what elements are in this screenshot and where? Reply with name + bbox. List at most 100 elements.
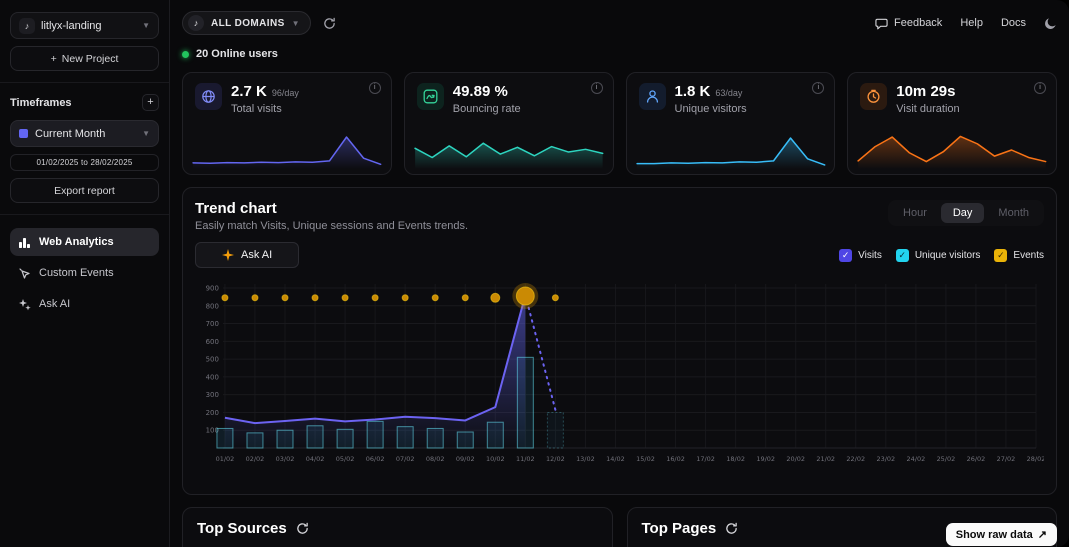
total-visits-sparkline [192,136,382,169]
bouncing-rate-sparkline [414,142,604,169]
chart-legend: ✓ Visits ✓ Unique visitors ✓ Events [839,248,1044,262]
add-timeframe-button[interactable]: + [142,94,159,111]
bounce-icon [416,83,444,110]
timeframe-select[interactable]: Current Month ▼ [10,120,159,147]
stat-label: Bouncing rate [452,103,521,115]
stat-value: 49.89 % [452,83,508,100]
domains-label: ALL DOMAINS [211,17,285,29]
top-sources-title: Top Sources [197,520,287,537]
domains-selector[interactable]: ♪ ALL DOMAINS ▼ [182,11,311,35]
ask-ai-label: Ask AI [241,249,273,261]
topbar: ♪ ALL DOMAINS ▼ Feedback [182,10,1057,36]
info-icon[interactable]: i [590,82,603,94]
help-link[interactable]: Help [960,17,983,29]
svg-text:05/02: 05/02 [336,455,355,463]
chevron-down-icon: ▼ [291,18,300,28]
new-project-button[interactable]: + New Project [10,46,159,71]
refresh-button[interactable] [323,17,336,30]
stat-value: 1.8 K [674,83,711,100]
sidebar-item-label: Web Analytics [39,236,114,248]
checkbox-unique-visitors[interactable]: ✓ [895,248,909,262]
legend-events[interactable]: ✓ Events [994,248,1044,262]
svg-text:04/02: 04/02 [306,455,325,463]
info-icon[interactable]: i [368,82,381,94]
project-name: litlyx-landing [41,19,102,32]
domains-logo-icon: ♪ [188,15,204,31]
divider [0,214,169,215]
refresh-icon [726,522,738,534]
unique-visitors-sparkline [635,137,825,169]
refresh-pages-button[interactable] [725,522,738,535]
tab-month[interactable]: Month [998,207,1029,219]
svg-text:08/02: 08/02 [426,455,445,463]
svg-text:700: 700 [206,320,219,328]
tab-hour[interactable]: Hour [903,207,927,219]
refresh-icon [296,522,308,534]
svg-text:25/02: 25/02 [937,455,956,463]
bar-chart-icon [19,237,30,248]
svg-text:07/02: 07/02 [396,455,415,463]
time-granularity-toggle: Hour Day Month [888,200,1044,226]
sidebar-item-label: Ask AI [39,298,71,310]
project-selector[interactable]: ♪ litlyx-landing ▼ [10,12,159,39]
theme-toggle-button[interactable] [1044,17,1057,30]
docs-link[interactable]: Docs [1000,17,1026,29]
svg-text:02/02: 02/02 [246,455,265,463]
svg-text:11/02: 11/02 [516,455,535,463]
stat-card-total-visits: 2.7 K 96/day Total visits i [182,72,392,175]
legend-label: Visits [858,249,882,261]
cursor-click-icon [19,267,30,279]
info-icon[interactable]: i [812,82,825,94]
divider [0,82,169,83]
show-raw-data-button[interactable]: Show raw data ↗ [945,523,1057,546]
sidebar-item-label: Custom Events [39,267,114,279]
stat-value: 10m 29s [896,83,956,100]
stat-label: Unique visitors [674,103,747,115]
legend-visits[interactable]: ✓ Visits [839,248,882,262]
stat-label: Visit duration [896,103,960,115]
arrow-up-right-icon: ↗ [1037,529,1047,541]
sidebar-item-custom-events[interactable]: Custom Events [10,259,159,287]
timeframe-range: 01/02/2025 to 28/02/2025 [10,154,159,171]
svg-text:20/02: 20/02 [786,455,805,463]
info-icon[interactable]: i [1034,82,1046,94]
timeframe-color-chip [19,129,28,138]
trend-title: Trend chart [195,200,277,217]
ask-ai-button[interactable]: Ask AI [195,242,300,268]
svg-text:28/02: 28/02 [1027,455,1044,463]
checkbox-visits[interactable]: ✓ [839,248,853,262]
user-icon [638,83,666,110]
timeframes-heading: Timeframes [10,96,72,109]
sidebar-item-ask-ai[interactable]: Ask AI [10,290,159,318]
sidebar-item-web-analytics[interactable]: Web Analytics [10,228,159,256]
stat-label: Total visits [231,103,282,115]
timeframe-selected-value: Current Month [35,127,106,140]
show-raw-label: Show raw data [955,528,1033,541]
export-report-button[interactable]: Export report [10,178,159,203]
refresh-sources-button[interactable] [296,522,309,535]
legend-unique-visitors[interactable]: ✓ Unique visitors [895,248,980,262]
online-users: 20 Online users [182,48,1057,60]
svg-text:200: 200 [206,409,219,417]
stat-per-day: 63/day [715,88,743,98]
svg-text:18/02: 18/02 [726,455,745,463]
checkbox-events[interactable]: ✓ [994,248,1008,262]
svg-text:27/02: 27/02 [997,455,1016,463]
svg-text:10/02: 10/02 [486,455,505,463]
moon-icon [1045,17,1056,29]
trend-chart[interactable]: 100 200 300 400 500 600 700 800 900 01/02 02/02 03/… [195,276,1044,488]
globe-icon [195,83,222,110]
stat-per-day: 96/day [271,88,299,98]
top-pages-title: Top Pages [641,520,717,537]
feedback-link[interactable]: Feedback [875,17,942,30]
svg-text:12/02: 12/02 [546,455,565,463]
tab-day[interactable]: Day [940,203,985,223]
stats-row: 2.7 K 96/day Total visits i [182,72,1057,175]
svg-text:13/02: 13/02 [576,455,595,463]
legend-label: Events [1013,249,1044,261]
svg-text:23/02: 23/02 [876,455,895,463]
new-project-label: New Project [61,52,119,65]
trend-chart-card: Trend chart Easily match Visits, Unique … [182,187,1057,495]
svg-text:600: 600 [206,338,219,346]
